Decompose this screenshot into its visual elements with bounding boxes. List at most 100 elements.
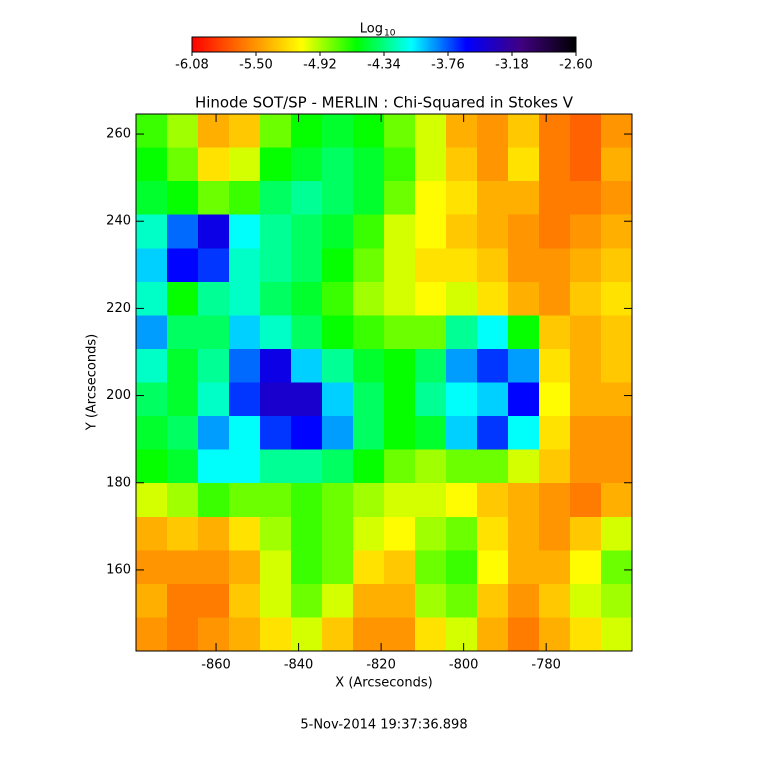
heatmap-cell — [508, 382, 540, 417]
heatmap-cell — [229, 449, 261, 484]
heatmap-cell — [136, 382, 168, 417]
heatmap-cell — [291, 315, 323, 350]
heatmap-cell — [415, 114, 447, 149]
heatmap-cell — [446, 348, 478, 383]
heatmap-cell — [601, 416, 633, 451]
heatmap-cell — [353, 248, 385, 283]
heatmap-cell — [353, 416, 385, 451]
x-tick-label: -780 — [531, 658, 561, 673]
heatmap-cell — [415, 516, 447, 551]
heatmap-cell — [446, 516, 478, 551]
heatmap-cell — [384, 416, 416, 451]
heatmap-cell — [353, 516, 385, 551]
heatmap-cell — [260, 147, 292, 182]
heatmap-cell — [508, 147, 540, 182]
heatmap-cell — [601, 348, 633, 383]
heatmap-cell — [198, 348, 230, 383]
heatmap-cell — [446, 583, 478, 618]
heatmap-cell — [322, 416, 354, 451]
heatmap-cell — [601, 449, 633, 484]
heatmap-cell — [539, 583, 571, 618]
heatmap-cell — [539, 382, 571, 417]
heatmap-cell — [477, 248, 509, 283]
heatmap-cell — [291, 449, 323, 484]
heatmap-cell — [446, 416, 478, 451]
heatmap-cell — [167, 583, 199, 618]
x-tick-label: -800 — [449, 658, 479, 673]
heatmap-cell — [260, 114, 292, 149]
heatmap-cell — [353, 315, 385, 350]
heatmap-cell — [260, 214, 292, 249]
heatmap-cell — [384, 214, 416, 249]
heatmap-cell — [198, 617, 230, 652]
heatmap-cell — [322, 147, 354, 182]
heatmap-cell — [198, 516, 230, 551]
heatmap-cell — [167, 114, 199, 149]
heatmap-cell — [601, 114, 633, 149]
heatmap-cell — [415, 281, 447, 316]
heatmap-cell — [291, 181, 323, 216]
heatmap-cell — [136, 617, 168, 652]
heatmap-cell — [353, 583, 385, 618]
heatmap-cell — [601, 483, 633, 518]
heatmap-cell — [508, 516, 540, 551]
heatmap-cell — [477, 583, 509, 618]
heatmap-cell — [198, 449, 230, 484]
heatmap-cell — [229, 147, 261, 182]
heatmap-cell — [384, 483, 416, 518]
heatmap-cell — [477, 114, 509, 149]
heatmap-cell — [136, 483, 168, 518]
heatmap-cell — [539, 114, 571, 149]
heatmap-cell — [136, 147, 168, 182]
heatmap-cell — [384, 147, 416, 182]
heatmap-cell — [260, 315, 292, 350]
heatmap-cell — [446, 214, 478, 249]
colorbar-tick-label: -4.92 — [303, 58, 337, 73]
heatmap-cell — [415, 214, 447, 249]
heatmap-cell — [384, 617, 416, 652]
heatmap-cell — [539, 248, 571, 283]
heatmap-cell — [570, 516, 602, 551]
heatmap-cell — [570, 382, 602, 417]
heatmap-cell — [384, 382, 416, 417]
footer-date: 5-Nov-2014 19:37:36.898 — [300, 718, 467, 733]
colorbar-tick-label: -6.08 — [175, 58, 209, 73]
heatmap-cell — [353, 181, 385, 216]
heatmap-cell — [198, 114, 230, 149]
heatmap-cell — [477, 315, 509, 350]
heatmap-cell — [229, 181, 261, 216]
heatmap-cell — [260, 483, 292, 518]
colorbar-label-subscript: 10 — [384, 29, 396, 39]
heatmap-cell — [322, 583, 354, 618]
heatmap-cell — [291, 416, 323, 451]
colorbar — [191, 36, 577, 53]
heatmap-cell — [291, 382, 323, 417]
heatmap-cell — [570, 181, 602, 216]
heatmap-cell — [353, 617, 385, 652]
heatmap-cell — [415, 147, 447, 182]
heatmap-cell — [415, 315, 447, 350]
heatmap-cell — [167, 248, 199, 283]
heatmap-cell — [508, 181, 540, 216]
heatmap-cell — [167, 147, 199, 182]
heatmap-cell — [446, 248, 478, 283]
heatmap-cell — [322, 382, 354, 417]
heatmap-cell — [384, 449, 416, 484]
heatmap-cell — [322, 348, 354, 383]
heatmap-cell — [477, 617, 509, 652]
heatmap-cell — [384, 114, 416, 149]
heatmap-cell — [508, 114, 540, 149]
heatmap-cell — [415, 181, 447, 216]
heatmap-cell — [229, 416, 261, 451]
heatmap — [136, 114, 633, 652]
heatmap-cell — [136, 114, 168, 149]
heatmap-cell — [322, 617, 354, 652]
heatmap-cell — [570, 550, 602, 585]
heatmap-cell — [322, 281, 354, 316]
heatmap-cell — [167, 516, 199, 551]
heatmap-cell — [539, 214, 571, 249]
heatmap-cell — [198, 214, 230, 249]
heatmap-cell — [508, 449, 540, 484]
heatmap-cell — [415, 550, 447, 585]
heatmap-cell — [353, 483, 385, 518]
